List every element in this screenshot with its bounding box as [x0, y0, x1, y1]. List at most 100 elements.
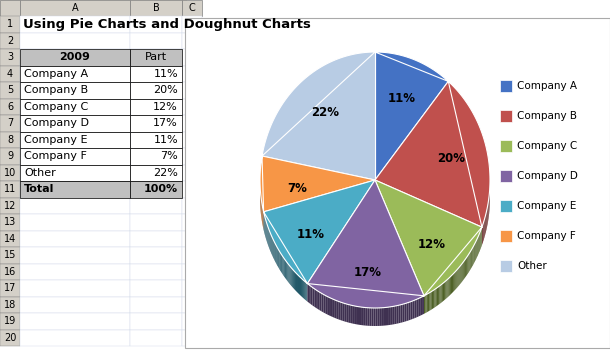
Polygon shape: [468, 253, 470, 272]
Bar: [130, 164, 182, 181]
Bar: [182, 214, 202, 230]
Polygon shape: [264, 180, 375, 284]
Bar: [20, 247, 130, 264]
Polygon shape: [306, 283, 307, 302]
Text: 19: 19: [4, 316, 16, 326]
Polygon shape: [394, 306, 396, 324]
Polygon shape: [454, 272, 455, 291]
Text: 12%: 12%: [418, 238, 446, 252]
Polygon shape: [298, 275, 299, 294]
Polygon shape: [451, 275, 452, 294]
Polygon shape: [357, 307, 359, 325]
Text: 14: 14: [4, 234, 16, 244]
Polygon shape: [482, 225, 483, 245]
Polygon shape: [424, 295, 425, 314]
Polygon shape: [295, 272, 296, 291]
Text: Other: Other: [517, 261, 547, 271]
Polygon shape: [414, 299, 416, 318]
Bar: [182, 330, 202, 346]
Bar: [182, 197, 202, 214]
Bar: [130, 98, 182, 115]
Bar: [130, 115, 182, 131]
Polygon shape: [361, 307, 363, 325]
Polygon shape: [370, 308, 371, 326]
Polygon shape: [465, 258, 466, 278]
Polygon shape: [396, 306, 398, 324]
Polygon shape: [434, 289, 436, 308]
Polygon shape: [304, 281, 305, 300]
Polygon shape: [325, 295, 327, 314]
Polygon shape: [335, 300, 337, 319]
Bar: [130, 65, 182, 82]
Polygon shape: [475, 242, 476, 261]
Bar: [0, 148, 20, 164]
Bar: [0, 115, 20, 131]
Polygon shape: [476, 239, 477, 258]
Bar: [20, 65, 130, 82]
Polygon shape: [262, 52, 375, 180]
Text: 10: 10: [4, 168, 16, 178]
Bar: [0, 197, 20, 214]
Polygon shape: [456, 269, 458, 289]
Polygon shape: [485, 214, 486, 235]
Polygon shape: [411, 301, 412, 320]
Bar: [20, 280, 130, 297]
Polygon shape: [337, 301, 339, 320]
Bar: [0, 131, 20, 148]
Bar: [130, 131, 182, 148]
Polygon shape: [388, 307, 390, 325]
Polygon shape: [282, 256, 284, 275]
Polygon shape: [289, 266, 290, 285]
Bar: [0, 82, 20, 98]
Bar: [20, 65, 130, 82]
Bar: [182, 164, 202, 181]
Polygon shape: [301, 278, 302, 297]
Text: 1: 1: [7, 19, 13, 29]
Polygon shape: [365, 308, 367, 326]
Polygon shape: [466, 257, 467, 276]
Bar: [130, 280, 182, 297]
Polygon shape: [307, 180, 424, 308]
Polygon shape: [284, 258, 285, 278]
Bar: [130, 214, 182, 230]
Polygon shape: [467, 256, 468, 275]
Bar: [0, 214, 20, 230]
Polygon shape: [351, 305, 353, 323]
Polygon shape: [422, 296, 424, 315]
Polygon shape: [327, 297, 329, 315]
Polygon shape: [484, 217, 485, 237]
Polygon shape: [275, 244, 276, 263]
Bar: [130, 313, 182, 330]
Bar: [130, 82, 182, 98]
Polygon shape: [444, 281, 445, 300]
Bar: [20, 197, 130, 214]
Text: Company C: Company C: [517, 141, 577, 151]
Polygon shape: [403, 304, 404, 322]
Polygon shape: [286, 261, 287, 280]
Text: 9: 9: [7, 151, 13, 161]
Bar: [0, 49, 20, 65]
Bar: [130, 181, 182, 197]
Text: 7%: 7%: [287, 182, 307, 195]
Bar: [182, 280, 202, 297]
Polygon shape: [453, 273, 454, 292]
Polygon shape: [433, 290, 434, 308]
Polygon shape: [431, 291, 432, 310]
Text: Company D: Company D: [24, 118, 89, 128]
Text: 8: 8: [7, 135, 13, 145]
Bar: [130, 297, 182, 313]
Bar: [0, 297, 20, 313]
Polygon shape: [384, 307, 386, 326]
Text: 12: 12: [4, 201, 16, 211]
Bar: [20, 164, 130, 181]
Polygon shape: [375, 52, 448, 180]
Bar: [182, 230, 202, 247]
Polygon shape: [440, 284, 442, 303]
Polygon shape: [436, 288, 437, 307]
Polygon shape: [333, 299, 335, 318]
Polygon shape: [375, 81, 490, 227]
Polygon shape: [307, 284, 309, 303]
Polygon shape: [477, 238, 478, 257]
Bar: [0, 230, 20, 247]
Bar: [130, 33, 182, 49]
